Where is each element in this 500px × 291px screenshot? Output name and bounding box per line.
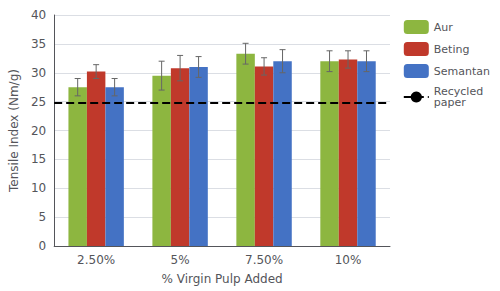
svg-text:% Virgin Pulp Added: % Virgin Pulp Added xyxy=(161,272,282,286)
svg-text:0: 0 xyxy=(39,239,47,253)
svg-text:30: 30 xyxy=(31,66,46,80)
svg-text:Semantan: Semantan xyxy=(434,65,490,78)
svg-text:25: 25 xyxy=(31,95,46,109)
svg-text:Tensile Index (Nm/g): Tensile Index (Nm/g) xyxy=(7,69,21,193)
svg-text:7.50%: 7.50% xyxy=(245,253,283,267)
svg-text:20: 20 xyxy=(31,124,46,138)
svg-text:5: 5 xyxy=(39,210,47,224)
svg-text:10%: 10% xyxy=(335,253,362,267)
svg-text:Beting: Beting xyxy=(434,43,470,56)
svg-text:15: 15 xyxy=(31,152,46,166)
svg-text:paper: paper xyxy=(434,96,466,109)
svg-text:Recycled: Recycled xyxy=(433,85,484,98)
svg-text:Aur: Aur xyxy=(434,21,453,34)
svg-text:35: 35 xyxy=(31,37,46,51)
svg-text:10: 10 xyxy=(31,181,46,195)
svg-text:5%: 5% xyxy=(171,253,190,267)
svg-text:2.50%: 2.50% xyxy=(77,253,115,267)
svg-text:40: 40 xyxy=(31,8,46,22)
